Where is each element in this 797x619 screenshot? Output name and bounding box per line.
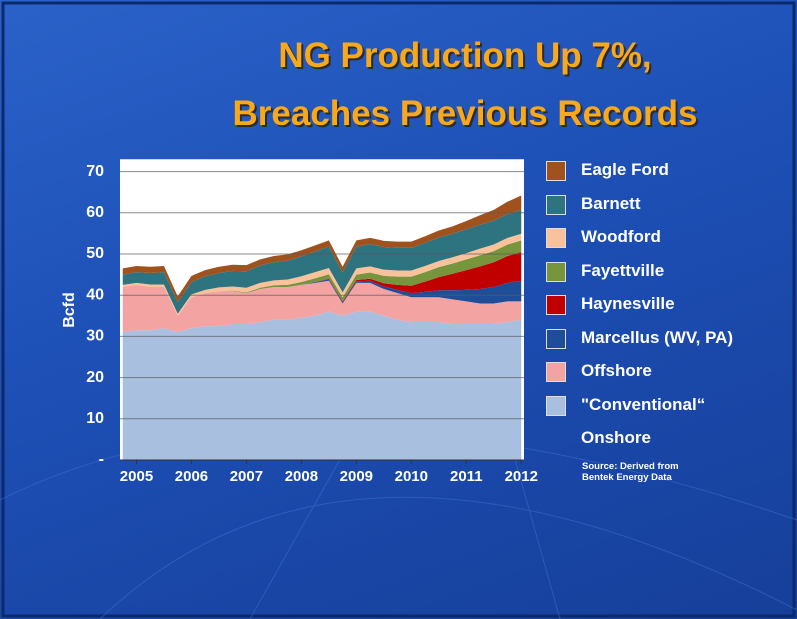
area [122, 280, 522, 333]
area [122, 195, 522, 303]
area [122, 209, 522, 314]
x-tick-label: 2011 [450, 468, 483, 485]
legend-swatch [546, 194, 566, 215]
x-tick-label: 2010 [395, 468, 428, 485]
legend-label: Eagle Ford [581, 160, 669, 179]
legend-item: "Conventional“ Onshore [546, 395, 786, 454]
legend-item: Offshore [546, 361, 786, 387]
area [122, 233, 522, 316]
area [122, 251, 522, 316]
legend-label: "Conventional“ Onshore [581, 394, 706, 447]
legend-swatch [546, 261, 566, 282]
y-tick-label: 70 [86, 163, 104, 180]
area [122, 279, 522, 316]
legend-label: Fayettville [581, 260, 665, 280]
y-tick-label: 50 [86, 245, 104, 262]
y-tick-label: 10 [86, 410, 104, 427]
y-tick-label: 40 [86, 286, 104, 303]
y-tick-label: 60 [86, 204, 104, 221]
legend-swatch [546, 228, 566, 248]
area [122, 240, 522, 316]
legend-label: Offshore [581, 361, 652, 380]
title-line: Breaches Previous Records [232, 94, 698, 133]
x-tick-label: 2005 [120, 468, 153, 485]
legend-label: Haynesville [581, 294, 675, 313]
legend-swatch [546, 395, 566, 416]
x-tick-label: 2008 [285, 468, 318, 485]
legend-item: Eagle Ford [546, 160, 786, 186]
y-axis-label: Bcfd [61, 292, 78, 328]
source-note: Source: Derived from Bentek Energy Data [582, 461, 679, 483]
legend-item: Barnett [546, 194, 786, 220]
title-line: NG Production Up 7%, [278, 36, 652, 75]
x-tick-label: 2012 [505, 468, 538, 485]
legend-swatch [546, 362, 566, 382]
legend-swatch [546, 328, 566, 349]
x-tick-label: 2006 [175, 468, 208, 485]
x-tick-label: 2007 [230, 468, 263, 485]
x-tick-label: 2009 [340, 468, 373, 485]
legend-label: Marcellus (WV, PA) [581, 327, 734, 347]
legend-item: Haynesville [546, 294, 786, 320]
legend-swatch [546, 161, 566, 181]
legend-item: Fayettville [546, 261, 786, 287]
legend-label: Woodford [581, 227, 661, 246]
legend-swatch [546, 295, 566, 315]
legend-item: Woodford [546, 227, 786, 253]
area [122, 311, 522, 460]
y-tick-label: - [99, 451, 104, 468]
y-tick-label: 20 [86, 369, 104, 386]
legend-label: Barnett [581, 193, 641, 213]
legend-item: Marcellus (WV, PA) [546, 328, 786, 354]
y-tick-label: 30 [86, 328, 104, 345]
